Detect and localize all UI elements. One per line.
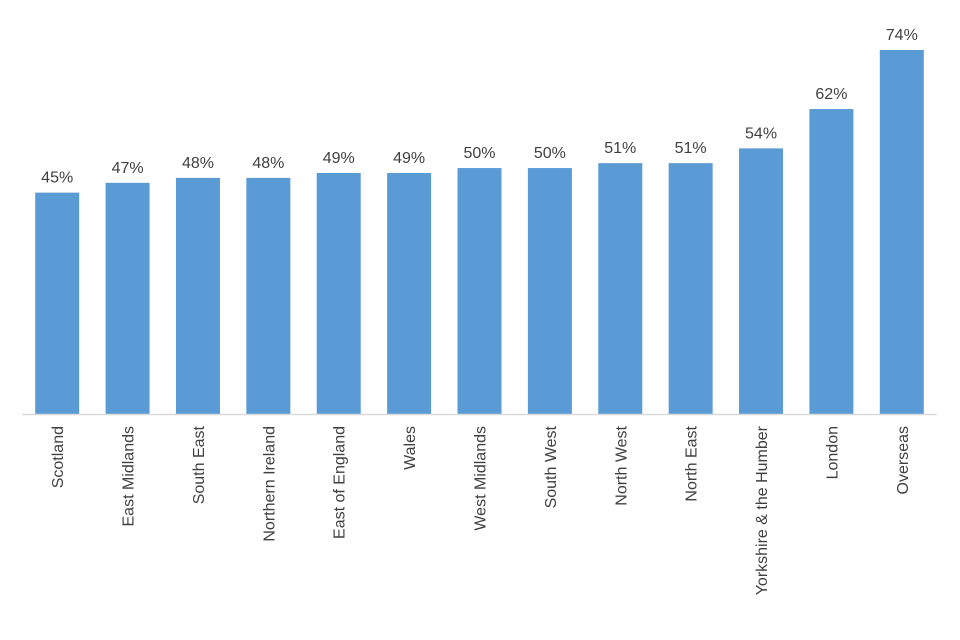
bar-east-midlands [105,182,150,414]
value-label: 74% [886,27,918,44]
value-label: 51% [675,140,707,157]
category-label: West Midlands [473,426,490,531]
category-label: Yorkshire & the Humber [754,425,771,595]
bar-yorkshire-the-humber [739,148,784,414]
value-label: 50% [463,145,495,162]
bars-group [35,50,924,414]
value-label: 45% [41,170,73,187]
bar-north-east [668,163,713,414]
category-label: Scotland [50,426,67,488]
value-label: 49% [323,150,355,167]
category-label: North East [684,425,701,501]
bar-west-midlands [457,168,502,414]
category-label: North West [613,425,630,505]
bar-scotland [35,192,80,414]
value-label: 50% [534,145,566,162]
category-label: Wales [402,426,419,470]
value-label: 47% [112,160,144,177]
category-label: Overseas [895,426,912,494]
category-label: South East [191,425,208,504]
value-label: 48% [252,155,284,172]
category-label: East Midlands [121,426,138,527]
category-label: South West [543,425,560,508]
category-label: London [824,426,841,479]
bar-south-east [175,177,220,414]
category-label: East of England [332,426,349,539]
bar-north-west [598,163,643,414]
bar-london [809,109,854,414]
bar-northern-ireland [246,177,291,414]
category-label: Northern Ireland [261,426,278,542]
bar-east-of-england [316,172,361,414]
bar-south-west [527,168,572,414]
value-labels-group: 45% 47% 48% 48% 49% 49% 50% 50% 51% 51% 54% 62% 74% [41,27,918,187]
value-label: 49% [393,150,425,167]
value-label: 48% [182,155,214,172]
category-labels-group: Scotland East Midlands South East Northern … [50,425,912,595]
value-label: 54% [745,125,777,142]
bar-overseas [879,50,924,414]
value-label: 51% [604,140,636,157]
bar-wales [387,172,432,414]
value-label: 62% [815,86,847,103]
